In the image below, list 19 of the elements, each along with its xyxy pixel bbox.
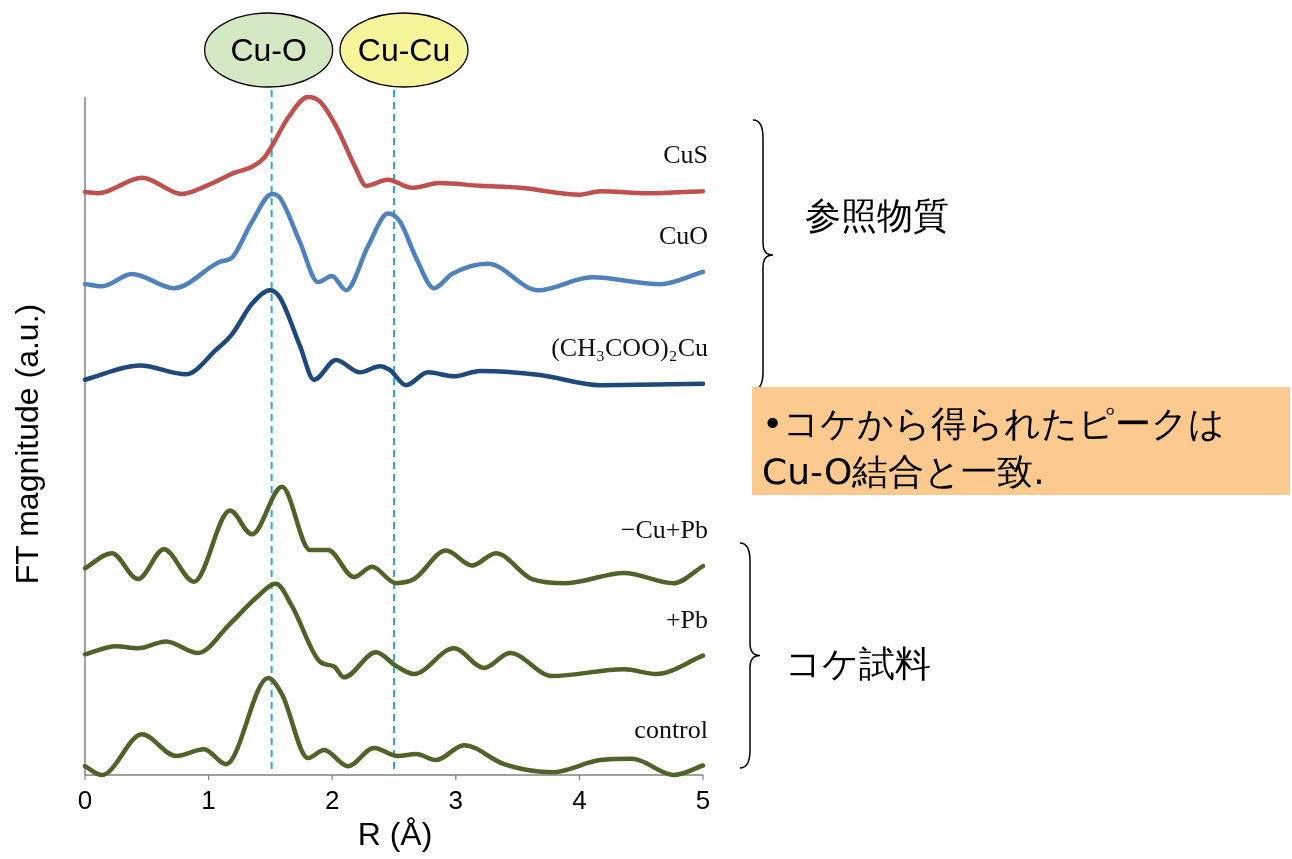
- ref-line-label: Cu-O: [230, 32, 307, 68]
- ref-line-label: Cu-Cu: [357, 32, 451, 68]
- x-tick-label: 5: [695, 785, 711, 815]
- series-label: +Pb: [665, 604, 708, 634]
- series-label: CuS: [663, 140, 708, 170]
- series-label: CuO: [658, 220, 708, 250]
- text: •コケから得られたピークは Cu-O結合と一致.: [762, 403, 1226, 492]
- text: コケ試料: [785, 643, 931, 684]
- y-axis-title: FT magnitude (a.u.): [9, 303, 45, 585]
- x-tick-label: 2: [324, 785, 340, 815]
- x-tick-label: 3: [448, 785, 464, 815]
- series-label: control: [634, 714, 708, 744]
- series-label: −Cu+Pb: [620, 515, 708, 545]
- x-tick-label: 0: [77, 785, 93, 815]
- x-axis-title: R (Å): [357, 816, 433, 852]
- text: 参照物質: [805, 195, 949, 236]
- x-tick-label: 1: [201, 785, 216, 815]
- x-tick-label: 4: [572, 785, 587, 815]
- series-label: (CH₃COO)₂Cu: [551, 332, 708, 362]
